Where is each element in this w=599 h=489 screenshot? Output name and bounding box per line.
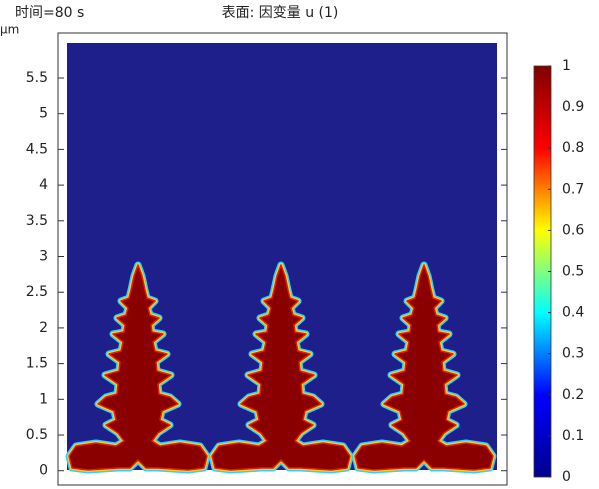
colorbar-tick-label: 0.6 xyxy=(562,222,584,238)
dendrite-core xyxy=(68,264,208,471)
y-tick-label: 4.5 xyxy=(26,141,48,157)
colorbar-tick-label: 1 xyxy=(562,58,571,74)
y-tick-label: 2.5 xyxy=(26,284,48,300)
dendrite-core xyxy=(354,264,494,471)
dendrite-core xyxy=(211,264,351,471)
colorbar-tick-label: 0.7 xyxy=(562,181,584,197)
y-tick-label: 0 xyxy=(39,463,48,479)
y-tick-label: 0.5 xyxy=(26,427,48,443)
y-unit: μm xyxy=(0,23,19,37)
colorbar-tick-label: 0.9 xyxy=(562,99,584,115)
colorbar-tick-label: 0.4 xyxy=(562,305,584,321)
y-tick-label: 5 xyxy=(39,106,48,122)
y-tick-label: 3 xyxy=(39,249,48,265)
dendrite xyxy=(208,261,354,474)
colorbar-tick-label: 0.8 xyxy=(562,140,584,156)
y-tick-label: 2 xyxy=(39,320,48,336)
dendrites xyxy=(65,261,497,474)
y-tick-label: 4 xyxy=(39,177,48,193)
colorbar-tick-label: 0.5 xyxy=(562,264,584,280)
dendrite xyxy=(65,261,211,474)
colorbar-tick-label: 0 xyxy=(562,469,571,485)
colorbar-tick-label: 0.1 xyxy=(562,428,584,444)
chart-title: 表面: 因变量 u (1) xyxy=(222,5,339,21)
colorbar-tick-label: 0.3 xyxy=(562,346,584,362)
colorbar-tick-label: 0.2 xyxy=(562,387,584,403)
time-label: 时间=80 s xyxy=(15,5,84,21)
y-tick-label: 3.5 xyxy=(26,213,48,229)
dendrite xyxy=(351,261,497,474)
y-tick-label: 1 xyxy=(39,391,48,407)
y-tick-label: 5.5 xyxy=(26,70,48,86)
y-tick-label: 1.5 xyxy=(26,356,48,372)
axis-frame xyxy=(57,32,508,486)
